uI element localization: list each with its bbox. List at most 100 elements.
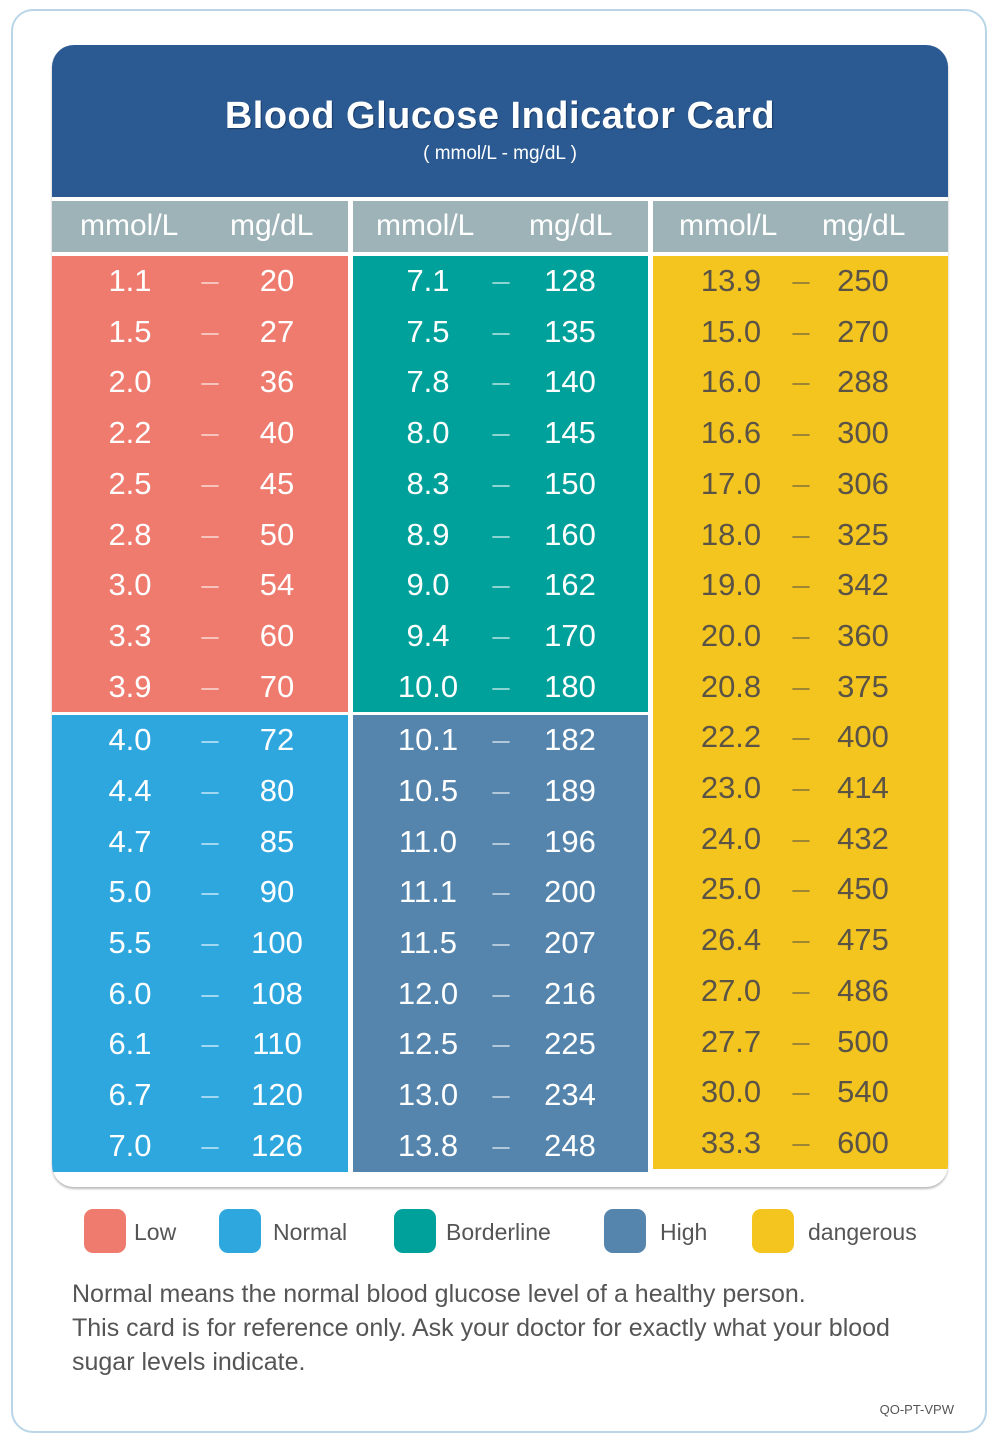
mmol-value: 30.0	[700, 1074, 762, 1110]
range-row: 26.4–475	[653, 915, 948, 966]
mmol-value: 12.0	[397, 975, 459, 1011]
page-border	[11, 9, 987, 1433]
legend-label-dangerous: dangerous	[808, 1219, 917, 1245]
separator-dash: –	[792, 668, 810, 704]
separator-dash: –	[492, 516, 510, 552]
mg-header: mg/dL	[822, 209, 906, 242]
separator-dash: –	[492, 415, 510, 451]
range-row: 7.8 –140	[353, 357, 648, 408]
mg-value: 170	[544, 617, 596, 653]
range-row: 4.4 – 80	[52, 766, 348, 817]
separator-dash: –	[201, 1077, 219, 1113]
range-row: 8.9 –160	[353, 510, 648, 561]
separator-dash: –	[492, 925, 510, 961]
range-row: 3.3 – 60	[52, 611, 348, 662]
range-row: 7.5 –135	[353, 307, 648, 358]
mmol-value: 6.0	[108, 975, 152, 1011]
mg-value: 300	[837, 415, 889, 451]
separator-dash: –	[492, 465, 510, 501]
mg-value: 36	[259, 364, 295, 400]
mmol-value: 2.8	[108, 516, 152, 552]
mg-value: 450	[837, 871, 889, 907]
separator-dash: –	[792, 263, 810, 298]
card-subtitle: ( mmol/L - mg/dL )	[423, 143, 577, 164]
mmol-value: 13.8	[397, 1127, 459, 1163]
mg-value: 128	[544, 263, 596, 298]
mmol-value: 7.1	[406, 263, 450, 298]
mmol-value: 19.0	[700, 567, 762, 603]
separator-dash: –	[792, 770, 810, 805]
mg-value: 500	[837, 1023, 889, 1059]
range-block-normal: 4.0–72 4.4–80 4.7–85 5.0–90 5.5–100 6.0–108 6.…	[52, 715, 348, 1172]
range-row: 11.5–207	[353, 918, 648, 969]
legend-label-low: Low	[134, 1219, 177, 1245]
mg-value: 182	[544, 722, 596, 758]
mg-value: 325	[837, 516, 889, 552]
mmol-value: 11.0	[398, 823, 458, 859]
separator-dash: –	[492, 617, 510, 653]
separator-dash: –	[792, 415, 810, 451]
mmol-value: 26.4	[700, 922, 762, 958]
disclaimer-note: Normal means the normal blood glucose le…	[72, 1277, 952, 1379]
separator-dash: –	[492, 1127, 510, 1163]
range-row: 25.0–450	[653, 864, 948, 915]
mmol-value: 12.5	[397, 1026, 459, 1062]
mmol-value: 23.0	[700, 770, 762, 805]
range-row: 1.5 – 27	[52, 307, 348, 358]
mg-value: 40	[259, 415, 295, 451]
mg-value: 162	[544, 567, 596, 603]
separator-dash: –	[792, 1074, 810, 1110]
mmol-value: 11.1	[398, 874, 458, 910]
column-header-3: mmol/L mg/dL	[653, 201, 948, 252]
mg-value: 126	[251, 1127, 303, 1163]
range-row: 30.0–540	[653, 1067, 948, 1118]
separator-dash: –	[792, 1124, 810, 1160]
separator-dash: –	[201, 668, 219, 704]
mg-value: 50	[259, 516, 295, 552]
separator-dash: –	[792, 516, 810, 552]
range-row: 2.8 – 50	[52, 510, 348, 561]
separator-dash: –	[492, 364, 510, 400]
mg-value: 145	[544, 415, 596, 451]
separator-dash: –	[792, 567, 810, 603]
mg-value: 180	[544, 668, 596, 704]
range-row: 5.0 – 90	[52, 867, 348, 918]
mg-value: 20	[259, 263, 295, 298]
mg-value: 120	[251, 1077, 303, 1113]
separator-dash: –	[201, 415, 219, 451]
range-row: 16.0–288	[653, 357, 948, 408]
range-row: 13.8–248	[353, 1121, 648, 1172]
separator-dash: –	[201, 617, 219, 653]
range-row: 12.5–225	[353, 1019, 648, 1070]
range-row: 10.5–189	[353, 766, 648, 817]
mmol-value: 10.1	[397, 722, 459, 758]
mmol-value: 9.4	[406, 617, 450, 653]
mmol-value: 7.0	[108, 1127, 152, 1163]
mg-value: 100	[251, 925, 303, 961]
separator-dash: –	[792, 1023, 810, 1059]
mg-value: 540	[837, 1074, 889, 1110]
mmol-value: 11.5	[398, 925, 458, 961]
range-row: 13.0–234	[353, 1070, 648, 1121]
range-row: 22.2–400	[653, 712, 948, 763]
range-block-low: 1.1 – 20 1.5 – 27 2.0 – 36 2.2 – 40 2.5 – 45 2.8 – 50 3.0 –…	[52, 256, 348, 713]
separator-dash: –	[492, 263, 510, 298]
range-row: 4.7 – 85	[52, 817, 348, 868]
range-row: 9.4 –170	[353, 611, 648, 662]
separator-dash: –	[201, 1026, 219, 1062]
range-row: 11.0–196	[353, 817, 648, 868]
range-row: 19.0–342	[653, 560, 948, 611]
mg-value: 200	[544, 874, 596, 910]
mmol-value: 2.0	[108, 364, 152, 400]
mg-value: 216	[544, 975, 596, 1011]
mmol-value: 13.0	[397, 1077, 459, 1113]
separator-dash: –	[792, 617, 810, 653]
mg-value: 196	[544, 823, 596, 859]
mmol-value: 9.0	[406, 567, 450, 603]
mmol-value: 27.0	[700, 972, 762, 1008]
mmol-value: 3.3	[108, 617, 152, 653]
mg-value: 85	[259, 823, 295, 859]
mmol-header: mmol/L	[80, 209, 179, 242]
mg-value: 70	[259, 668, 295, 704]
mg-value: 432	[837, 820, 889, 856]
